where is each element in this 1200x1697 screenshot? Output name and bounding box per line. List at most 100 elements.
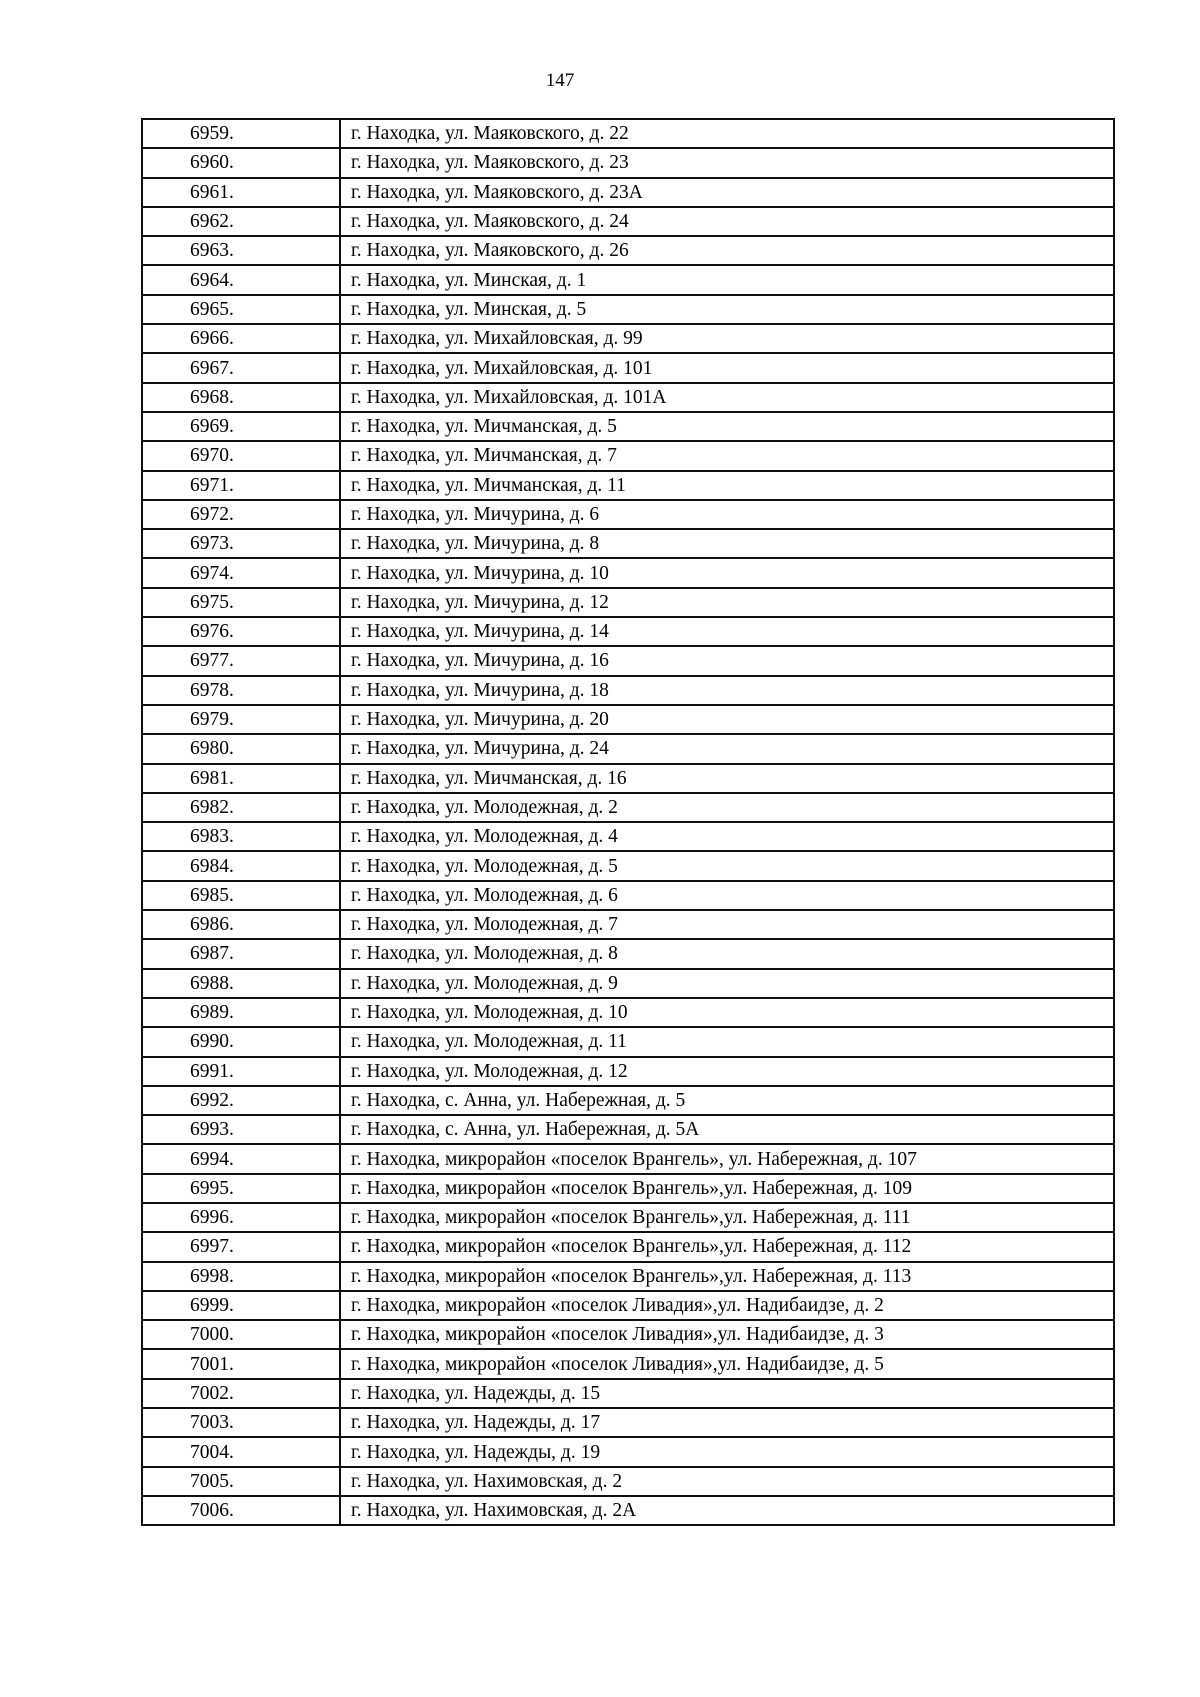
row-number: 6998. bbox=[141, 1260, 341, 1292]
row-number: 6984. bbox=[141, 850, 341, 882]
row-address: г. Находка, ул. Надежды, д. 17 bbox=[339, 1407, 1115, 1439]
table-row: 6991. г. Находка, ул. Молодежная, д. 12 bbox=[141, 1055, 1115, 1087]
row-number: 6972. bbox=[141, 498, 341, 531]
table-row: 6981. г. Находка, ул. Мичманская, д. 16 bbox=[141, 762, 1115, 794]
row-address: г. Находка, ул. Мичурина, д. 24 bbox=[339, 733, 1115, 765]
row-number: 6987. bbox=[141, 938, 341, 970]
row-address: г. Находка, ул. Маяковского, д. 23А bbox=[339, 176, 1115, 208]
row-address: г. Находка, ул. Молодежная, д. 10 bbox=[339, 996, 1115, 1029]
table-row: 6992. г. Находка, с. Анна, ул. Набережная… bbox=[141, 1084, 1115, 1117]
table-row: 6999. г. Находка, микрорайон «поселок Лив… bbox=[141, 1289, 1115, 1322]
table-row: 6972. г. Находка, ул. Мичурина, д. 6 bbox=[141, 498, 1115, 531]
row-address: г. Находка, микрорайон «поселок Врангель… bbox=[339, 1231, 1115, 1263]
page-number: 147 bbox=[545, 70, 575, 91]
row-address: г. Находка, ул. Молодежная, д. 2 bbox=[339, 791, 1115, 824]
table-row: 6976. г. Находка, ул. Мичурина, д. 14 bbox=[141, 616, 1115, 648]
row-address: г. Находка, ул. Минская, д. 5 bbox=[339, 293, 1115, 326]
table-row: 6966. г. Находка, ул. Михайловская, д. 99 bbox=[141, 323, 1115, 355]
row-address: г. Находка, ул. Маяковского, д. 24 bbox=[339, 205, 1115, 238]
row-number: 6993. bbox=[141, 1114, 341, 1146]
table-row: 6989. г. Находка, ул. Молодежная, д. 10 bbox=[141, 996, 1115, 1029]
table-row: 6974. г. Находка, ул. Мичурина, д. 10 bbox=[141, 557, 1115, 589]
row-number: 6988. bbox=[141, 967, 341, 999]
table-row: 7005. г. Находка, ул. Нахимовская, д. 2 bbox=[141, 1465, 1115, 1497]
row-address: г. Находка, ул. Молодежная, д. 9 bbox=[339, 967, 1115, 999]
table-row: 7001. г. Находка, микрорайон «поселок Лив… bbox=[141, 1348, 1115, 1380]
row-address: г. Находка, с. Анна, ул. Набережная, д. … bbox=[339, 1084, 1115, 1117]
row-number: 7000. bbox=[141, 1319, 341, 1351]
row-address: г. Находка, микрорайон «поселок Ливадия»… bbox=[339, 1348, 1115, 1380]
table-row: 7006. г. Находка, ул. Нахимовская, д. 2А bbox=[141, 1494, 1115, 1527]
row-number: 6996. bbox=[141, 1201, 341, 1234]
table-row: 6964. г. Находка, ул. Минская, д. 1 bbox=[141, 264, 1115, 296]
row-number: 6979. bbox=[141, 703, 341, 736]
row-number: 6985. bbox=[141, 879, 341, 912]
table-row: 6973. г. Находка, ул. Мичурина, д. 8 bbox=[141, 528, 1115, 560]
row-number: 6990. bbox=[141, 1026, 341, 1058]
table-row: 6995. г. Находка, микрорайон «поселок Вра… bbox=[141, 1172, 1115, 1204]
row-number: 6964. bbox=[141, 264, 341, 296]
row-address: г. Находка, ул. Михайловская, д. 101 bbox=[339, 352, 1115, 384]
row-address: г. Находка, ул. Маяковского, д. 23 bbox=[339, 147, 1115, 179]
table-row: 6968. г. Находка, ул. Михайловская, д. 10… bbox=[141, 381, 1115, 413]
row-address: г. Находка, микрорайон «поселок Врангель… bbox=[339, 1260, 1115, 1292]
table-row: 6988. г. Находка, ул. Молодежная, д. 9 bbox=[141, 967, 1115, 999]
row-number: 6981. bbox=[141, 762, 341, 794]
table-row: 6984. г. Находка, ул. Молодежная, д. 5 bbox=[141, 850, 1115, 882]
row-address: г. Находка, ул. Молодежная, д. 11 bbox=[339, 1026, 1115, 1058]
row-address: г. Находка, микрорайон «поселок Врангель… bbox=[339, 1172, 1115, 1204]
row-address: г. Находка, ул. Маяковского, д. 26 bbox=[339, 235, 1115, 267]
table-row: 6993. г. Находка, с. Анна, ул. Набережная… bbox=[141, 1114, 1115, 1146]
row-number: 6965. bbox=[141, 293, 341, 326]
table-row: 6996. г. Находка, микрорайон «поселок Вра… bbox=[141, 1201, 1115, 1234]
row-number: 6978. bbox=[141, 674, 341, 706]
table-row: 6983. г. Находка, ул. Молодежная, д. 4 bbox=[141, 821, 1115, 853]
row-address: г. Находка, ул. Молодежная, д. 6 bbox=[339, 879, 1115, 912]
row-address: г. Находка, ул. Мичманская, д. 11 bbox=[339, 469, 1115, 501]
table-row: 6965. г. Находка, ул. Минская, д. 5 bbox=[141, 293, 1115, 326]
row-address: г. Находка, микрорайон «поселок Врангель… bbox=[339, 1143, 1115, 1175]
row-number: 6959. bbox=[141, 117, 341, 150]
table-row: 6997. г. Находка, микрорайон «поселок Вра… bbox=[141, 1231, 1115, 1263]
row-number: 6997. bbox=[141, 1231, 341, 1263]
row-number: 7002. bbox=[141, 1377, 341, 1410]
row-number: 6976. bbox=[141, 616, 341, 648]
row-number: 6992. bbox=[141, 1084, 341, 1117]
row-address: г. Находка, ул. Минская, д. 1 bbox=[339, 264, 1115, 296]
table-row: 6987. г. Находка, ул. Молодежная, д. 8 bbox=[141, 938, 1115, 970]
row-number: 7001. bbox=[141, 1348, 341, 1380]
row-address: г. Находка, ул. Михайловская, д. 101А bbox=[339, 381, 1115, 413]
table-row: 6978. г. Находка, ул. Мичурина, д. 18 bbox=[141, 674, 1115, 706]
row-number: 7003. bbox=[141, 1407, 341, 1439]
table-row: 7004. г. Находка, ул. Надежды, д. 19 bbox=[141, 1436, 1115, 1468]
row-number: 6967. bbox=[141, 352, 341, 384]
row-address: г. Находка, ул. Михайловская, д. 99 bbox=[339, 323, 1115, 355]
row-number: 6999. bbox=[141, 1289, 341, 1322]
row-number: 7006. bbox=[141, 1494, 341, 1527]
row-address: г. Находка, ул. Молодежная, д. 8 bbox=[339, 938, 1115, 970]
row-number: 6986. bbox=[141, 909, 341, 941]
table-row: 6959. г. Находка, ул. Маяковского, д. 22 bbox=[141, 117, 1115, 150]
table-row: 6982. г. Находка, ул. Молодежная, д. 2 bbox=[141, 791, 1115, 824]
row-address: г. Находка, ул. Надежды, д. 19 bbox=[339, 1436, 1115, 1468]
row-number: 7005. bbox=[141, 1465, 341, 1497]
row-address: г. Находка, ул. Маяковского, д. 22 bbox=[339, 117, 1115, 150]
row-number: 6961. bbox=[141, 176, 341, 208]
table-row: 7002. г. Находка, ул. Надежды, д. 15 bbox=[141, 1377, 1115, 1410]
row-number: 6970. bbox=[141, 440, 341, 472]
row-address: г. Находка, ул. Надежды, д. 15 bbox=[339, 1377, 1115, 1410]
row-address: г. Находка, ул. Нахимовская, д. 2А bbox=[339, 1494, 1115, 1527]
table-row: 6963. г. Находка, ул. Маяковского, д. 26 bbox=[141, 235, 1115, 267]
row-address: г. Находка, ул. Мичурина, д. 14 bbox=[339, 616, 1115, 648]
row-number: 6977. bbox=[141, 645, 341, 677]
table-row: 6985. г. Находка, ул. Молодежная, д. 6 bbox=[141, 879, 1115, 912]
row-address: г. Находка, ул. Мичманская, д. 16 bbox=[339, 762, 1115, 794]
table-row: 6975. г. Находка, ул. Мичурина, д. 12 bbox=[141, 586, 1115, 619]
row-number: 6966. bbox=[141, 323, 341, 355]
row-number: 6980. bbox=[141, 733, 341, 765]
table-row: 6962. г. Находка, ул. Маяковского, д. 24 bbox=[141, 205, 1115, 238]
row-number: 7004. bbox=[141, 1436, 341, 1468]
row-number: 6968. bbox=[141, 381, 341, 413]
table-row: 6990. г. Находка, ул. Молодежная, д. 11 bbox=[141, 1026, 1115, 1058]
row-address: г. Находка, ул. Молодежная, д. 4 bbox=[339, 821, 1115, 853]
